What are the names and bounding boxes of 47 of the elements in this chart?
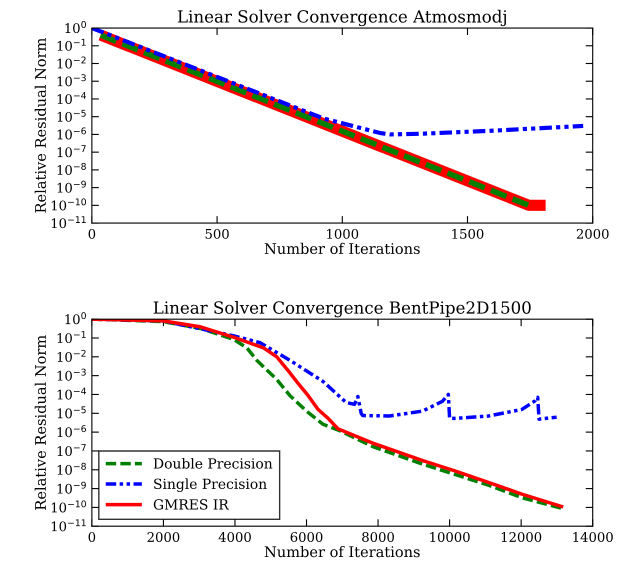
- x-tick-label: 500: [206, 228, 229, 239]
- y-tick-label: 10$^{−4}$: [58, 92, 86, 104]
- y-tick-label: 10$^{−6}$: [58, 127, 86, 140]
- legend-label: Single Precision: [154, 478, 267, 492]
- y-tick-label: 10$^{−10}$: [52, 500, 86, 513]
- y-tick-label: 10$^{−9}$: [58, 482, 86, 494]
- legend-label: Double Precision: [154, 458, 272, 469]
- y-tick-label: 10$^{−7}$: [58, 145, 86, 158]
- x-tick-label: 4000: [218, 532, 251, 542]
- line-series: [92, 28, 586, 137]
- y-tick-label: 10$^{0}$: [65, 312, 86, 324]
- x-tick-label: 6000: [290, 532, 322, 542]
- chart-title: Linear Solver Convergence BentPipe2D1500: [154, 300, 531, 318]
- y-tick-label: 10$^{−6}$: [58, 425, 86, 438]
- y-tick-label: 10$^{−3}$: [58, 74, 86, 86]
- y-tick-label: 10$^{−4}$: [58, 388, 86, 400]
- x-tick-label: 10000: [430, 532, 470, 542]
- y-tick-label: 10$^{−5}$: [58, 406, 86, 418]
- x-tick-label: 2000: [148, 532, 180, 542]
- y-tick-label: 10$^{−5}$: [58, 110, 86, 122]
- y-tick-label: 10$^{−8}$: [58, 162, 86, 175]
- x-tick-label: 12000: [502, 532, 542, 542]
- x-tick-label: 8000: [362, 532, 394, 542]
- chart-title: Linear Solver Convergence Atmosmodj: [178, 10, 506, 26]
- y-tick-label: 10$^{−2}$: [58, 56, 86, 69]
- y-axis-title: Relative Residual Norm: [34, 335, 46, 510]
- y-tick-label: 10$^{−9}$: [58, 180, 86, 193]
- legend-label: GMRES IR: [154, 499, 230, 510]
- x-tick-label: 0: [88, 532, 96, 542]
- x-axis-title: Number of Iterations: [264, 242, 420, 254]
- y-axis-title: Relative Residual Norm: [34, 38, 46, 213]
- x-tick-label: 1500: [452, 228, 484, 239]
- x-axis-title: Number of Iterations: [264, 546, 420, 558]
- y-tick-label: 10$^{−2}$: [58, 350, 86, 362]
- y-tick-label: 10$^{−1}$: [58, 38, 86, 51]
- x-tick-label: 14000: [573, 532, 613, 542]
- y-tick-label: 10$^{−7}$: [58, 444, 86, 456]
- x-tick-label: 1000: [327, 228, 358, 239]
- y-tick-label: 10$^{−3}$: [58, 368, 86, 381]
- x-tick-label: 0: [88, 228, 96, 239]
- y-tick-label: 10$^{−11}$: [52, 216, 86, 228]
- y-tick-label: 10$^{−11}$: [52, 519, 86, 532]
- y-tick-label: 10$^{0}$: [65, 21, 86, 34]
- x-tick-label: 2000: [576, 228, 609, 239]
- y-tick-label: 10$^{−1}$: [58, 331, 86, 344]
- y-tick-label: 10$^{−10}$: [52, 198, 86, 210]
- y-tick-label: 10$^{−8}$: [58, 462, 86, 475]
